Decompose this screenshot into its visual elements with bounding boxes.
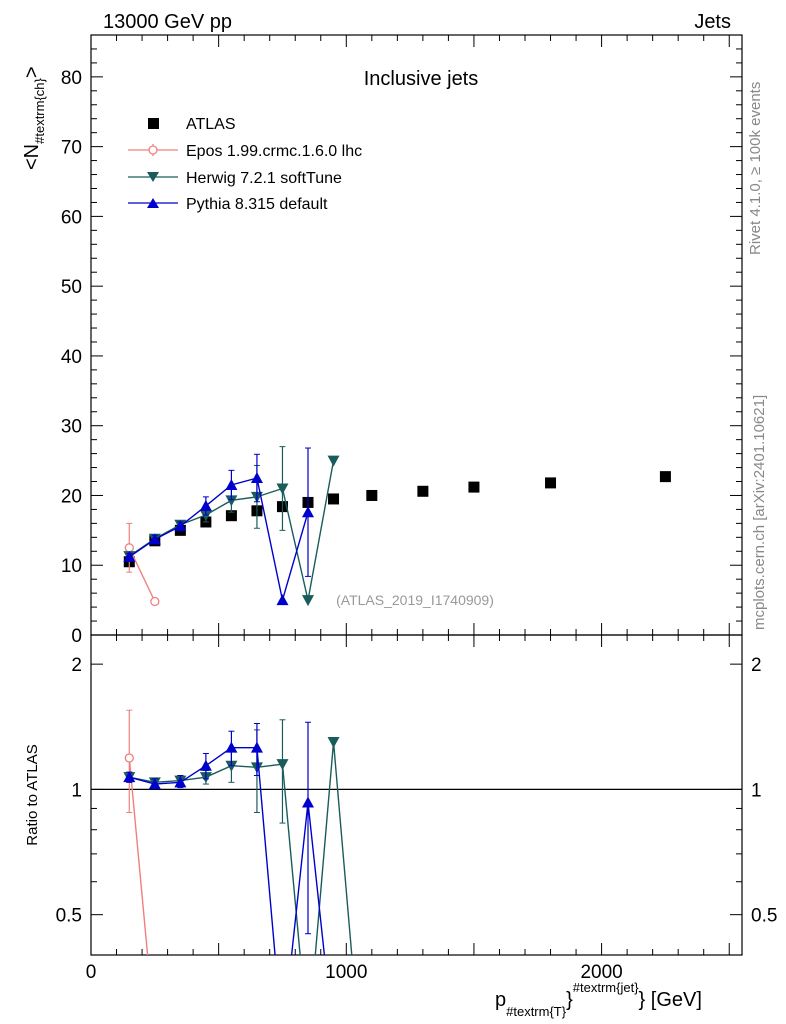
data-point (148, 533, 161, 545)
ratio-point (250, 741, 263, 753)
ratio-plot-frame (90, 634, 743, 956)
ratio-point (148, 778, 161, 790)
ratio-y-tick-label: 0.5 (56, 906, 82, 927)
main-y-tick-label: 40 (61, 347, 82, 368)
data-point (123, 550, 136, 562)
ratio-line (129, 741, 353, 955)
ratio-series-epos (124, 709, 149, 955)
main-y-tick-label: 30 (61, 417, 82, 438)
plot-title: Inclusive jets (364, 68, 479, 90)
data-point (545, 477, 557, 489)
series-line (128, 547, 156, 602)
x-tick-label: 2000 (580, 962, 622, 983)
ratio-point (302, 796, 314, 808)
data-point (250, 472, 263, 484)
ratio-point (199, 759, 212, 771)
main-y-axis-label: <N#textrm{ch}> (21, 66, 47, 170)
header-right: Jets (694, 11, 731, 33)
data-point (225, 479, 238, 490)
data-point (417, 485, 429, 497)
series-line (128, 477, 309, 601)
ratio-point (124, 753, 134, 763)
legend: ATLAS Epos 1.99.crmc.1.6.0 lhc Herwig 7.… (128, 116, 362, 213)
legend-label-epos: Epos 1.99.crmc.1.6.0 lhc (186, 143, 362, 160)
ratio-data-series (123, 709, 353, 955)
ratio-axis-ticks (90, 635, 742, 956)
data-point (302, 595, 314, 607)
ratio-y-tick-label-right: 0.5 (751, 906, 777, 927)
x-tick-label: 1000 (325, 962, 367, 983)
main-y-tick-label: 60 (61, 207, 82, 228)
mcplots-label: mcplots.cern.ch [arXiv:2401.10621] (751, 395, 768, 630)
data-point (124, 543, 134, 553)
ratio-point (276, 759, 289, 771)
ratio-y-tick-label: 2 (71, 655, 82, 676)
x-tick-label: 0 (86, 962, 97, 983)
main-y-tick-label: 50 (61, 277, 82, 298)
ratio-point (225, 741, 238, 753)
data-point (328, 493, 340, 505)
ratio-series-herwig (123, 719, 353, 955)
data-point (150, 596, 160, 607)
ratio-y-tick-label: 1 (71, 780, 82, 801)
main-y-tick-label: 0 (71, 626, 82, 647)
header-left: 13000 GeV pp (103, 11, 232, 33)
rivet-version-label: Rivet 4.1.0, ≥ 100k events (747, 82, 764, 255)
ratio-point (123, 771, 136, 783)
data-point (276, 483, 289, 495)
main-data-series (123, 446, 671, 607)
legend-label-herwig: Herwig 7.2.1 softTune (186, 170, 342, 187)
ratio-y-tick-label-right: 2 (751, 655, 762, 676)
legend-label-pythia: Pythia 8.315 default (186, 196, 328, 213)
main-y-tick-labels: 0 10 20 30 40 50 60 70 80 (61, 68, 82, 647)
ratio-y-tick-labels-right: 0.5 1 2 (751, 655, 777, 927)
ratio-point (174, 776, 187, 788)
data-point (276, 594, 289, 606)
main-y-tick-label: 20 (61, 486, 82, 507)
data-point (199, 499, 212, 511)
x-tick-labels: 0 1000 2000 (86, 962, 623, 983)
data-point (327, 455, 340, 467)
ratio-series-pythia (123, 721, 326, 955)
data-point (659, 471, 671, 483)
ratio-y-axis-label: Ratio to ATLAS (24, 744, 41, 845)
data-point (225, 510, 237, 522)
data-point (366, 489, 378, 501)
ratio-point (327, 736, 340, 748)
series-pythia (123, 447, 314, 606)
legend-marker-herwig (147, 172, 159, 182)
x-axis-label: p#textrm{T}}#textrm{jet}} [GeV] (495, 980, 702, 1019)
ratio-y-tick-labels: 0.5 1 2 (56, 655, 82, 927)
data-point (225, 495, 238, 507)
main-axis-ticks (90, 35, 742, 636)
ratio-line (128, 757, 149, 955)
legend-marker-epos (148, 145, 158, 155)
analysis-label: (ATLAS_2019_I1740909) (336, 592, 494, 608)
main-y-tick-label: 80 (61, 68, 82, 89)
data-point (302, 506, 314, 518)
legend-label-atlas: ATLAS (186, 116, 236, 133)
legend-marker-atlas (148, 118, 159, 129)
data-point (174, 520, 187, 532)
legend-marker-pythia (147, 198, 159, 208)
main-y-tick-label: 70 (61, 138, 82, 159)
main-y-tick-label: 10 (61, 556, 82, 577)
ratio-y-tick-label-right: 1 (751, 780, 762, 801)
data-point (468, 481, 480, 493)
